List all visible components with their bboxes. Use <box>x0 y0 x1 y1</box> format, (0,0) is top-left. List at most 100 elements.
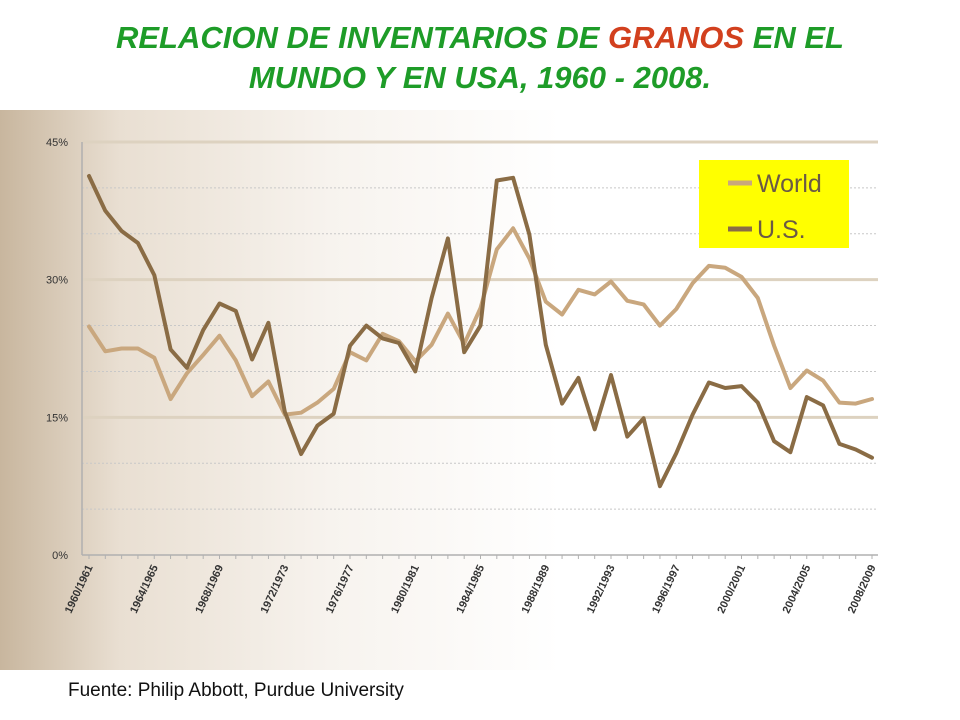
data-point <box>577 376 580 380</box>
data-point <box>479 324 482 327</box>
legend-label: U.S. <box>757 216 806 244</box>
data-point <box>544 300 547 303</box>
data-point <box>675 307 678 311</box>
data-point <box>821 379 825 382</box>
data-point <box>430 296 433 300</box>
data-point <box>691 413 694 416</box>
data-point <box>609 373 613 377</box>
data-point <box>430 343 433 347</box>
data-point <box>593 293 596 296</box>
chart-title-line-2: MUNDO Y EN USA, 1960 - 2008. <box>248 60 712 95</box>
data-point <box>136 241 140 245</box>
y-tick-label: 45% <box>46 137 68 149</box>
x-tick-label: 1992/1993 <box>585 563 618 615</box>
data-point <box>789 386 792 390</box>
data-point <box>870 397 874 401</box>
data-point <box>626 435 629 438</box>
x-tick-label: 1984/1985 <box>454 563 487 615</box>
legend-label: World <box>757 170 822 198</box>
x-tick-label: 1968/1969 <box>193 563 226 615</box>
data-point <box>821 404 825 407</box>
x-tick-label: 1972/1973 <box>259 563 292 615</box>
data-point <box>316 424 319 427</box>
data-point <box>544 343 547 347</box>
data-point <box>528 257 531 260</box>
data-point <box>365 324 368 327</box>
data-point <box>104 350 107 353</box>
data-point <box>169 397 172 401</box>
x-tick-label: 2008/2009 <box>846 563 879 615</box>
data-point <box>185 372 189 375</box>
x-tick-label: 1960/1961 <box>63 563 96 615</box>
data-point <box>250 395 254 398</box>
data-point <box>740 384 743 388</box>
data-point <box>153 356 156 359</box>
data-point <box>234 359 238 362</box>
data-point <box>642 417 645 420</box>
data-point <box>756 401 760 404</box>
data-point <box>854 402 857 405</box>
data-point <box>626 299 629 302</box>
data-point <box>675 451 678 455</box>
data-point <box>495 179 499 182</box>
x-tick-label: 1996/1997 <box>650 563 683 615</box>
x-tick-label: 1964/1965 <box>128 563 161 615</box>
data-point <box>299 452 303 456</box>
x-tick-label: 1980/1981 <box>389 563 422 615</box>
data-point <box>723 386 727 390</box>
data-point <box>332 412 335 415</box>
data-point <box>299 411 303 414</box>
y-tick-label: 15% <box>46 412 68 424</box>
source-note: Fuente: Philip Abbott, Purdue University <box>68 680 404 701</box>
data-point <box>560 402 564 405</box>
data-point <box>169 348 172 351</box>
data-point <box>723 266 727 269</box>
data-point <box>185 366 189 369</box>
data-point <box>218 334 221 337</box>
data-point <box>87 174 91 178</box>
title-part-1: RELACION DE INVENTARIOS DE <box>115 20 609 55</box>
title-highlight: GRANOS <box>608 20 745 55</box>
data-point <box>87 325 91 328</box>
data-point <box>365 359 368 362</box>
data-point <box>153 273 156 277</box>
data-point <box>218 302 221 305</box>
data-point <box>495 248 499 251</box>
legend-box <box>699 160 849 248</box>
data-point <box>772 344 776 347</box>
data-point <box>381 337 384 340</box>
data-point <box>267 380 270 383</box>
data-point <box>234 309 238 313</box>
data-point <box>528 233 531 236</box>
data-point <box>381 332 384 336</box>
data-point <box>446 237 450 240</box>
data-point <box>332 387 335 391</box>
chart-panel: 0% 15% 30% 45% 1960/1961 1964/1965 1968/1969 19… <box>0 110 960 670</box>
data-point <box>805 395 808 399</box>
data-point <box>283 410 286 414</box>
chart-title-line-1: RELACION DE INVENTARIOS DE GRANOS EN EL <box>40 18 920 58</box>
data-point <box>136 347 140 350</box>
x-tick-label: 1988/1989 <box>520 563 553 615</box>
legend: World U.S. <box>699 160 849 248</box>
data-point <box>446 312 450 315</box>
x-tick-label: 2000/2001 <box>715 563 748 615</box>
data-point <box>104 209 107 213</box>
line-chart: 0% 15% 30% 45% 1960/1961 1964/1965 1968/1969 19… <box>46 137 879 615</box>
data-point <box>854 448 857 451</box>
data-point <box>838 401 841 404</box>
data-point <box>838 442 841 446</box>
x-tick-label: 1976/1977 <box>324 563 357 615</box>
data-point <box>658 324 662 327</box>
data-point <box>789 451 792 454</box>
title-part-2: EN EL <box>744 20 844 55</box>
data-point <box>201 328 205 332</box>
data-point <box>756 296 760 300</box>
data-point <box>593 428 596 431</box>
data-point <box>316 401 319 404</box>
data-point <box>397 341 401 345</box>
data-point <box>870 456 874 459</box>
data-point <box>691 282 694 285</box>
data-point <box>577 288 580 291</box>
data-point <box>740 275 743 279</box>
